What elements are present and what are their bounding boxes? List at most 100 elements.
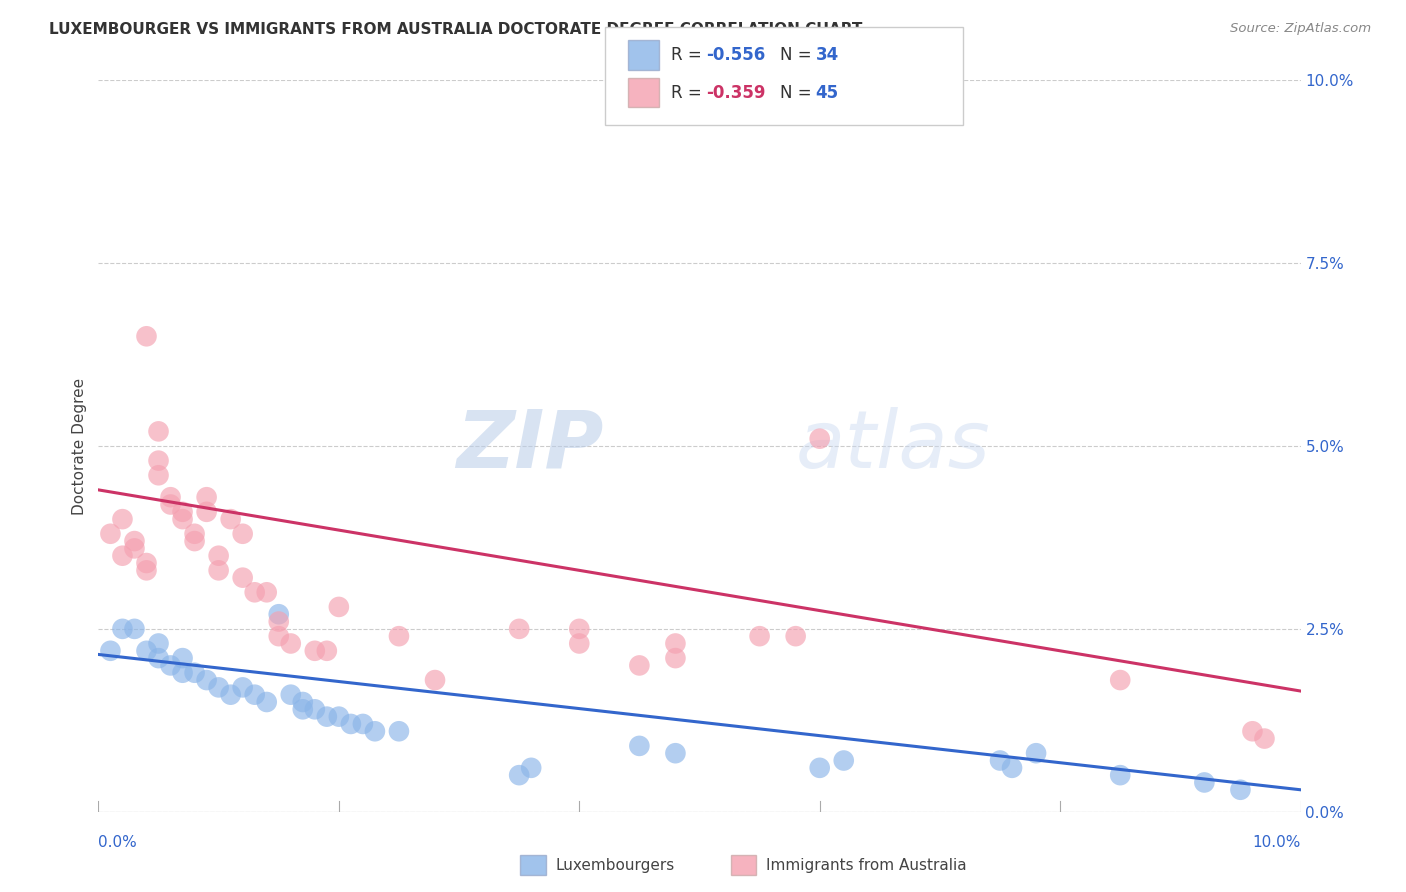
Point: [159, 658, 181, 673]
Point: [148, 651, 170, 665]
Point: [232, 526, 254, 541]
Point: [315, 644, 337, 658]
Point: [148, 453, 170, 467]
Point: [808, 761, 831, 775]
Point: [628, 658, 651, 673]
Point: [159, 490, 181, 504]
Point: [135, 329, 157, 343]
Point: [291, 695, 314, 709]
Point: [280, 636, 302, 650]
Text: -0.556: -0.556: [706, 46, 765, 64]
Point: [256, 695, 278, 709]
Point: [124, 622, 146, 636]
Point: [208, 563, 231, 577]
Point: [628, 739, 651, 753]
Point: [423, 673, 446, 687]
Point: [183, 665, 205, 680]
Point: [219, 512, 242, 526]
Point: [315, 709, 337, 723]
Point: [195, 673, 218, 687]
Text: N =: N =: [780, 46, 817, 64]
Point: [664, 636, 686, 650]
Point: [183, 526, 205, 541]
Point: [520, 761, 543, 775]
Y-axis label: Doctorate Degree: Doctorate Degree: [72, 377, 87, 515]
Point: [172, 665, 194, 680]
Point: [267, 615, 290, 629]
Text: 10.0%: 10.0%: [1253, 836, 1301, 850]
Point: [748, 629, 770, 643]
Text: LUXEMBOURGER VS IMMIGRANTS FROM AUSTRALIA DOCTORATE DEGREE CORRELATION CHART: LUXEMBOURGER VS IMMIGRANTS FROM AUSTRALI…: [49, 22, 863, 37]
Point: [195, 490, 218, 504]
Point: [219, 688, 242, 702]
Point: [148, 425, 170, 439]
Point: [808, 432, 831, 446]
Point: [280, 688, 302, 702]
Point: [664, 651, 686, 665]
Point: [1001, 761, 1024, 775]
Point: [159, 498, 181, 512]
Point: [243, 585, 266, 599]
Point: [267, 607, 290, 622]
Point: [291, 702, 314, 716]
Text: N =: N =: [780, 84, 817, 102]
Text: R =: R =: [671, 46, 707, 64]
Point: [135, 556, 157, 570]
Text: 34: 34: [815, 46, 839, 64]
Point: [256, 585, 278, 599]
Text: R =: R =: [671, 84, 707, 102]
Point: [208, 681, 231, 695]
Point: [988, 754, 1011, 768]
Point: [1253, 731, 1275, 746]
Point: [352, 717, 374, 731]
Point: [100, 644, 122, 658]
Point: [568, 636, 591, 650]
Point: [172, 512, 194, 526]
Point: [195, 505, 218, 519]
Point: [364, 724, 387, 739]
Point: [328, 599, 350, 614]
Point: [111, 512, 134, 526]
Text: Luxembourgers: Luxembourgers: [555, 858, 675, 872]
Point: [172, 505, 194, 519]
Point: [135, 563, 157, 577]
Text: atlas: atlas: [796, 407, 990, 485]
Text: Immigrants from Australia: Immigrants from Australia: [766, 858, 967, 872]
Point: [785, 629, 807, 643]
Text: Source: ZipAtlas.com: Source: ZipAtlas.com: [1230, 22, 1371, 36]
Point: [232, 571, 254, 585]
Point: [340, 717, 363, 731]
Point: [388, 629, 411, 643]
Point: [267, 629, 290, 643]
Point: [1109, 768, 1132, 782]
Text: 0.0%: 0.0%: [98, 836, 138, 850]
Point: [1229, 782, 1251, 797]
Point: [124, 534, 146, 549]
Point: [1241, 724, 1264, 739]
Point: [508, 622, 530, 636]
Point: [111, 549, 134, 563]
Point: [304, 644, 326, 658]
Point: [568, 622, 591, 636]
Point: [508, 768, 530, 782]
Point: [243, 688, 266, 702]
Point: [1194, 775, 1216, 789]
Point: [328, 709, 350, 723]
Point: [304, 702, 326, 716]
Text: -0.359: -0.359: [706, 84, 765, 102]
Point: [100, 526, 122, 541]
Point: [232, 681, 254, 695]
Point: [664, 746, 686, 760]
Text: 45: 45: [815, 84, 838, 102]
Point: [1109, 673, 1132, 687]
Point: [111, 622, 134, 636]
Point: [172, 651, 194, 665]
Text: ZIP: ZIP: [456, 407, 603, 485]
Point: [148, 468, 170, 483]
Point: [148, 636, 170, 650]
Point: [183, 534, 205, 549]
Point: [135, 644, 157, 658]
Point: [388, 724, 411, 739]
Point: [124, 541, 146, 556]
Point: [1025, 746, 1047, 760]
